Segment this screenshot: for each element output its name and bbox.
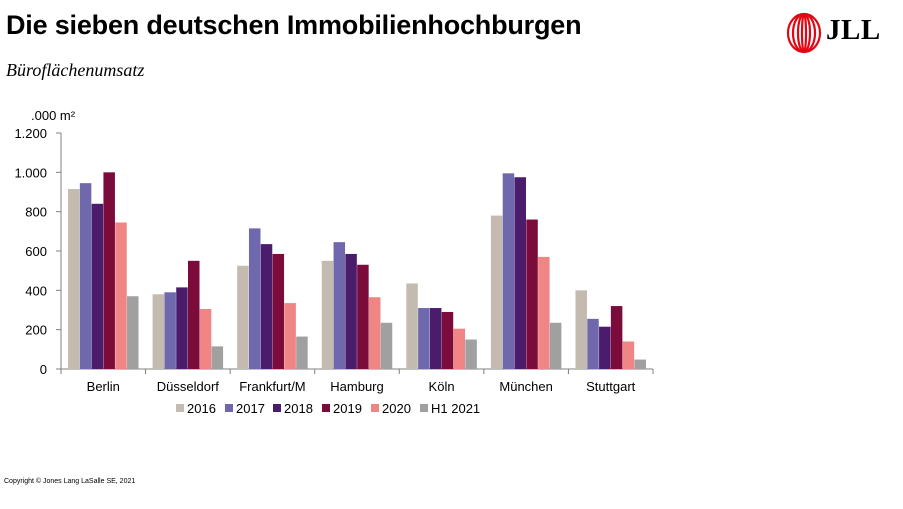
legend-swatch [176, 404, 184, 412]
y-tick-label: 200 [25, 323, 47, 338]
legend-swatch [225, 404, 233, 412]
y-axis-unit: .000 m² [31, 108, 76, 123]
x-category-label: Stuttgart [586, 379, 636, 394]
legend-swatch [273, 404, 281, 412]
bar-köln-2016 [406, 283, 418, 369]
bar-berlin-h1-2021 [127, 296, 139, 369]
bar-stuttgart-2016 [575, 290, 587, 369]
bar-düsseldorf-2018 [176, 287, 188, 369]
bar-berlin-2020 [115, 222, 127, 369]
x-category-label: München [499, 379, 552, 394]
bar-frankfurt-m-2017 [248, 228, 261, 369]
legend-label: 2016 [187, 401, 216, 416]
bar-düsseldorf-2020 [199, 309, 212, 369]
bar-frankfurt-m-2020 [284, 303, 296, 369]
bar-düsseldorf-2016 [152, 294, 165, 369]
bar-köln-2018 [429, 308, 442, 369]
legend-swatch [322, 404, 330, 412]
y-tick-label: 1.200 [14, 126, 47, 141]
bar-berlin-2019 [103, 172, 115, 369]
bar-berlin-2016 [68, 189, 80, 369]
legend-label: 2018 [284, 401, 313, 416]
legend-label: 2017 [236, 401, 265, 416]
bar-düsseldorf-2019 [188, 260, 200, 369]
bar-münchen-2017 [502, 173, 515, 369]
bar-hamburg-2018 [345, 253, 357, 369]
bar-münchen-2020 [538, 256, 550, 369]
bar-münchen-h1-2021 [549, 322, 562, 369]
y-tick-label: 0 [40, 362, 47, 377]
x-category-label: Düsseldorf [157, 379, 220, 394]
legend-swatch [420, 404, 428, 412]
y-tick-label: 600 [25, 244, 47, 259]
jll-logo-icon [786, 12, 822, 54]
bar-frankfurt-m-2019 [272, 253, 285, 369]
page-subtitle: Büroflächenumsatz [6, 60, 145, 80]
y-tick-label: 800 [25, 205, 47, 220]
legend-label: 2019 [333, 401, 362, 416]
bar-stuttgart-h1-2021 [634, 359, 646, 369]
legend-swatch [371, 404, 379, 412]
bar-frankfurt-m-h1-2021 [296, 336, 308, 369]
bar-münchen-2019 [526, 219, 538, 369]
bar-stuttgart-2020 [622, 341, 635, 369]
bar-berlin-2017 [79, 183, 92, 369]
bar-düsseldorf-2017 [164, 292, 176, 369]
bar-münchen-2016 [490, 215, 503, 369]
y-tick-label: 1.000 [14, 165, 47, 180]
bar-düsseldorf-h1-2021 [211, 346, 224, 369]
page-title: Die sieben deutschen Immobilienhochburge… [6, 10, 582, 40]
bar-hamburg-2017 [333, 242, 346, 369]
x-category-label: Hamburg [330, 379, 383, 394]
bar-köln-2020 [453, 328, 466, 369]
bar-stuttgart-2018 [599, 326, 611, 369]
y-tick-label: 400 [25, 283, 47, 298]
x-category-label: Berlin [87, 379, 120, 394]
legend-label: H1 2021 [431, 401, 480, 416]
logo-text: JLL [826, 14, 881, 46]
bar-köln-2017 [418, 308, 430, 369]
bar-stuttgart-2019 [610, 306, 623, 369]
bar-köln-h1-2021 [465, 339, 477, 369]
bar-stuttgart-2017 [587, 318, 599, 369]
bar-hamburg-2020 [368, 297, 381, 369]
legend-label: 2020 [382, 401, 411, 416]
x-category-label: Köln [429, 379, 455, 394]
bar-münchen-2018 [514, 177, 526, 369]
bar-hamburg-2016 [321, 260, 334, 369]
copyright-text: Copyright © Jones Lang LaSalle SE, 2021 [4, 478, 136, 485]
bar-hamburg-h1-2021 [380, 322, 393, 369]
bar-frankfurt-m-2016 [237, 265, 249, 369]
x-category-label: Frankfurt/M [239, 379, 305, 394]
bar-berlin-2018 [91, 203, 104, 369]
bar-köln-2019 [441, 311, 454, 369]
bar-frankfurt-m-2018 [260, 244, 273, 369]
bar-hamburg-2019 [357, 264, 369, 369]
